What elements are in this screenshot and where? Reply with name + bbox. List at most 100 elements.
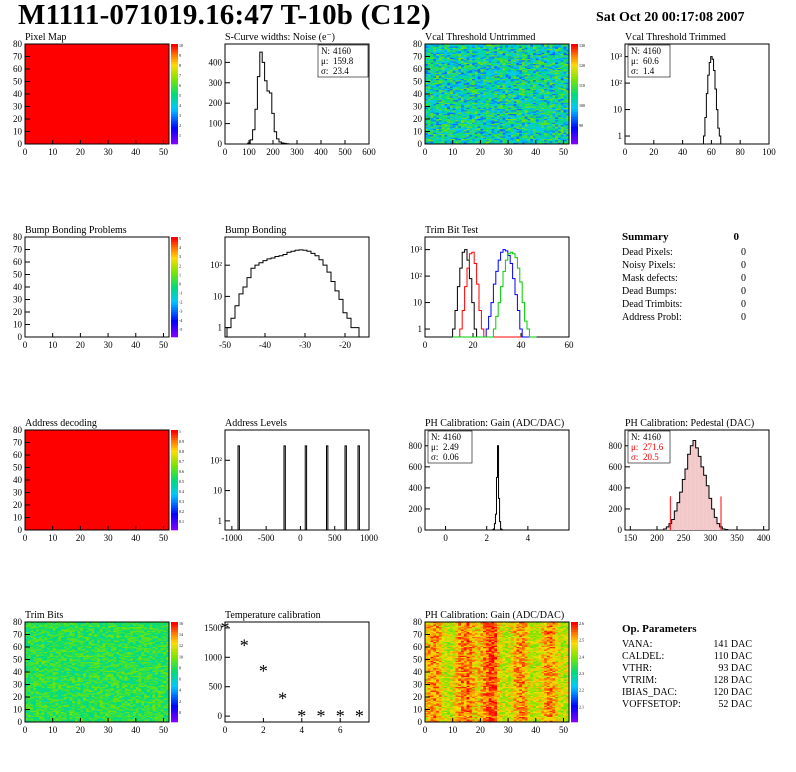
map-cell xyxy=(499,51,503,54)
map-cell xyxy=(544,60,548,62)
x-tick-label: -1000 xyxy=(221,533,242,543)
palette-segment xyxy=(171,517,178,521)
map-cell xyxy=(436,61,440,64)
y-tick-label: 10 xyxy=(413,298,423,308)
map-cell xyxy=(555,57,559,60)
map-cell xyxy=(433,52,437,55)
map-cell xyxy=(425,64,429,66)
map-cell xyxy=(469,44,473,46)
map-cell xyxy=(557,46,561,49)
palette-segment xyxy=(171,495,178,498)
map-cell xyxy=(436,55,440,57)
palette-segment xyxy=(171,284,178,288)
map-cell xyxy=(508,50,512,52)
palette-segment xyxy=(571,49,578,52)
x-tick-label: 100 xyxy=(242,147,256,157)
map-cell xyxy=(483,54,487,56)
x-tick-label: -50 xyxy=(219,340,231,350)
map-cell xyxy=(541,60,545,62)
map-cell xyxy=(508,62,512,65)
map-cell xyxy=(546,52,550,55)
y-tick-label: 1 xyxy=(218,323,223,333)
map-cell xyxy=(538,51,542,54)
map-cell xyxy=(566,47,570,50)
palette-segment xyxy=(571,61,578,65)
map-cell xyxy=(461,46,465,49)
map-cell xyxy=(438,60,442,62)
map-cell xyxy=(427,54,431,56)
map-cell xyxy=(516,56,520,59)
map-cell xyxy=(538,60,542,62)
stats-label: N: xyxy=(431,432,440,442)
map-cell xyxy=(560,62,564,65)
map-cell xyxy=(449,49,453,51)
palette-segment xyxy=(171,294,178,298)
palette-segment xyxy=(171,314,178,318)
map-cell xyxy=(530,45,534,47)
map-cell xyxy=(513,62,517,65)
map-cell xyxy=(502,50,506,52)
map-cell xyxy=(499,60,503,62)
map-cell xyxy=(533,54,537,56)
map-cell xyxy=(510,50,514,52)
map-cell xyxy=(546,62,550,65)
palette-segment xyxy=(571,79,578,82)
palette-segment xyxy=(171,312,178,315)
map-cell xyxy=(527,61,531,64)
map-cell xyxy=(474,46,478,49)
map-cell xyxy=(447,61,451,64)
map-cell xyxy=(538,46,542,49)
map-cell xyxy=(449,54,453,56)
map-cell xyxy=(521,50,525,52)
map-cell xyxy=(483,56,487,59)
palette-segment xyxy=(571,46,578,50)
map-cell xyxy=(463,45,467,47)
map-cell xyxy=(491,45,495,47)
map-cell xyxy=(491,52,495,55)
map-cell xyxy=(488,59,492,61)
x-tick-label: 400 xyxy=(314,147,328,157)
map-cell xyxy=(427,47,431,50)
map-cell xyxy=(510,55,514,57)
palette-segment xyxy=(171,334,178,338)
map-cell xyxy=(521,52,525,55)
map-cell xyxy=(505,51,509,54)
palette-segment xyxy=(171,254,178,258)
palette-segment xyxy=(171,292,178,295)
map-cell xyxy=(566,57,570,60)
x-tick-label: 20 xyxy=(469,340,479,350)
map-cell xyxy=(502,59,506,61)
map-cell xyxy=(546,57,550,60)
x-tick-label: 20 xyxy=(76,147,86,157)
map-cell xyxy=(527,44,531,46)
histogram-line xyxy=(491,445,504,531)
map-cell xyxy=(477,52,481,55)
x-tick-label: 10 xyxy=(48,533,58,543)
map-cell xyxy=(502,61,506,64)
x-tick-label: -500 xyxy=(258,533,275,543)
panel-title: Bump Bonding Problems xyxy=(25,225,127,236)
map-cell xyxy=(555,60,559,62)
map-cell xyxy=(521,62,525,65)
palette-segment xyxy=(171,435,178,438)
palette-segment xyxy=(171,91,178,95)
map-cell xyxy=(466,56,470,59)
histogram-line xyxy=(452,249,537,338)
map-cell xyxy=(452,61,456,64)
map-cell xyxy=(555,49,559,51)
summary-row-value: 0 xyxy=(741,260,746,271)
map-cell xyxy=(463,54,467,56)
map-cell xyxy=(444,51,448,54)
map-cell xyxy=(488,62,492,65)
map-cell xyxy=(502,45,506,47)
map-cell xyxy=(533,47,537,50)
map-cell xyxy=(433,56,437,59)
map-cell xyxy=(477,50,481,52)
map-cell xyxy=(494,62,498,65)
panel-title: Vcal Threshold Untrimmed xyxy=(425,32,535,43)
y-tick-label: 10 xyxy=(613,105,623,115)
map-cell xyxy=(555,61,559,64)
y-tick-label: 10³ xyxy=(610,52,622,62)
map-cell xyxy=(477,45,481,47)
map-cell xyxy=(516,52,520,55)
